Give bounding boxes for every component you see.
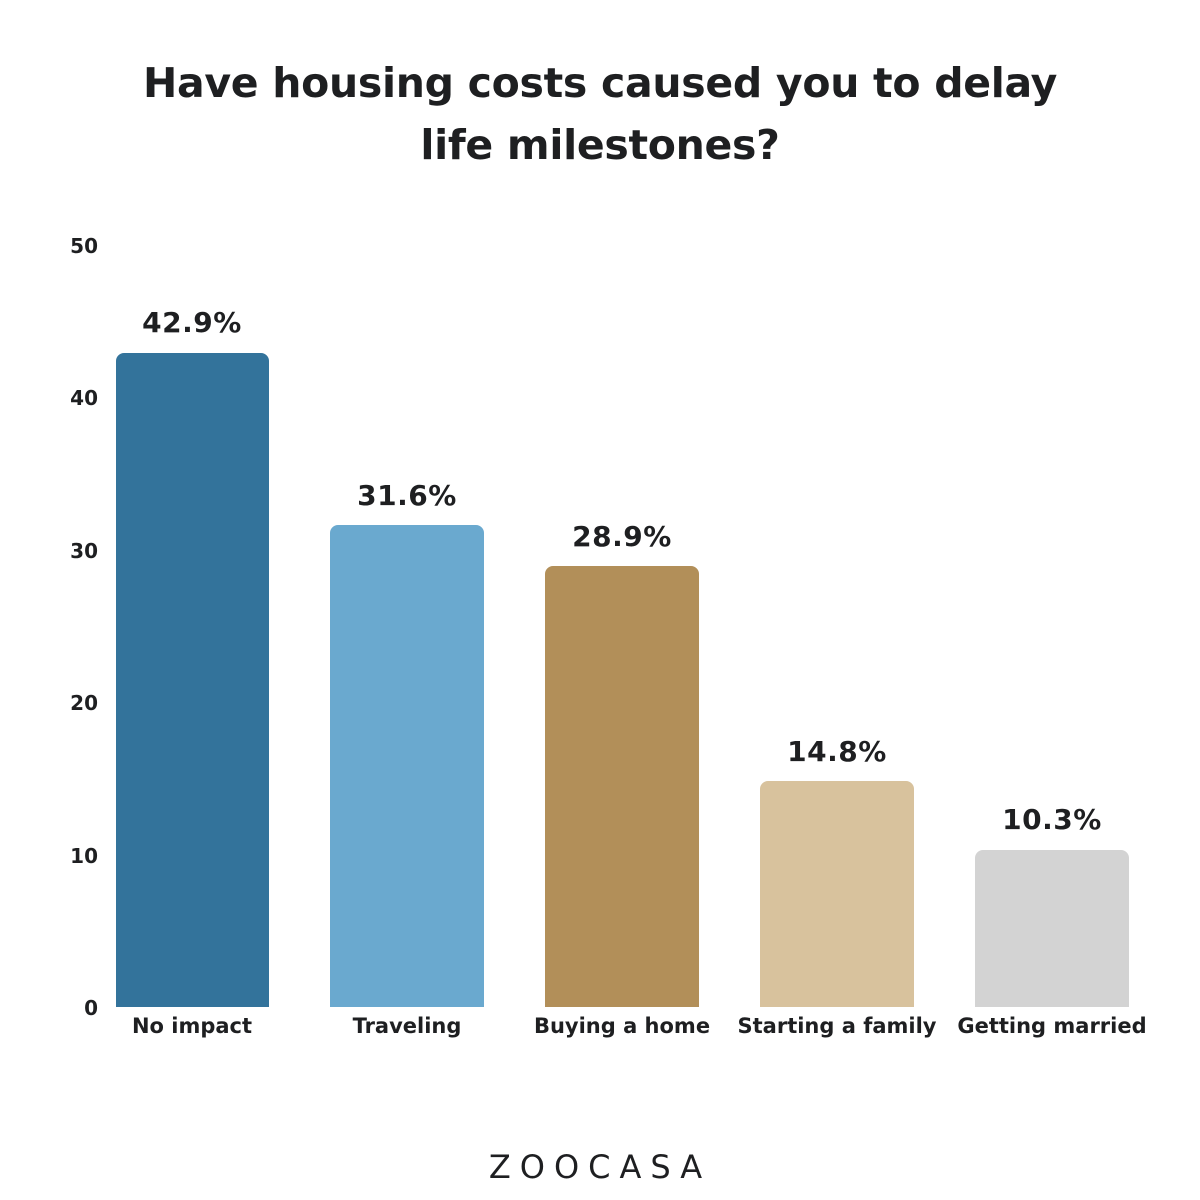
chart-title-line-1: Have housing costs caused you to delay: [142, 59, 1058, 107]
bar-getting-married: [975, 850, 1129, 1007]
bar-buying-a-home: [545, 566, 699, 1007]
value-label-getting-married: 10.3%: [1002, 803, 1102, 836]
value-label-no-impact: 42.9%: [142, 306, 242, 339]
x-label-starting-a-family: Starting a family: [737, 1014, 937, 1038]
x-label-getting-married: Getting married: [957, 1014, 1147, 1038]
chart-title-line-2: life milestones?: [420, 121, 780, 169]
y-tick-50: 50: [70, 234, 98, 258]
x-label-traveling: Traveling: [352, 1014, 462, 1038]
y-tick-40: 40: [70, 386, 98, 410]
value-label-traveling: 31.6%: [357, 479, 457, 512]
zoocasa-logo: ZOOCASA: [488, 1148, 712, 1186]
value-label-starting-a-family: 14.8%: [787, 735, 887, 768]
x-label-buying-a-home: Buying a home: [533, 1014, 711, 1038]
bar-no-impact: [116, 353, 269, 1007]
y-tick-0: 0: [84, 996, 98, 1020]
bar-starting-a-family: [760, 781, 914, 1007]
y-tick-20: 20: [70, 691, 98, 715]
y-tick-10: 10: [70, 844, 98, 868]
x-label-no-impact: No impact: [131, 1014, 253, 1038]
y-tick-30: 30: [70, 539, 98, 563]
bar-traveling: [330, 525, 484, 1007]
value-label-buying-a-home: 28.9%: [572, 520, 672, 553]
chart-title: Have housing costs caused you to delay l…: [0, 52, 1200, 176]
